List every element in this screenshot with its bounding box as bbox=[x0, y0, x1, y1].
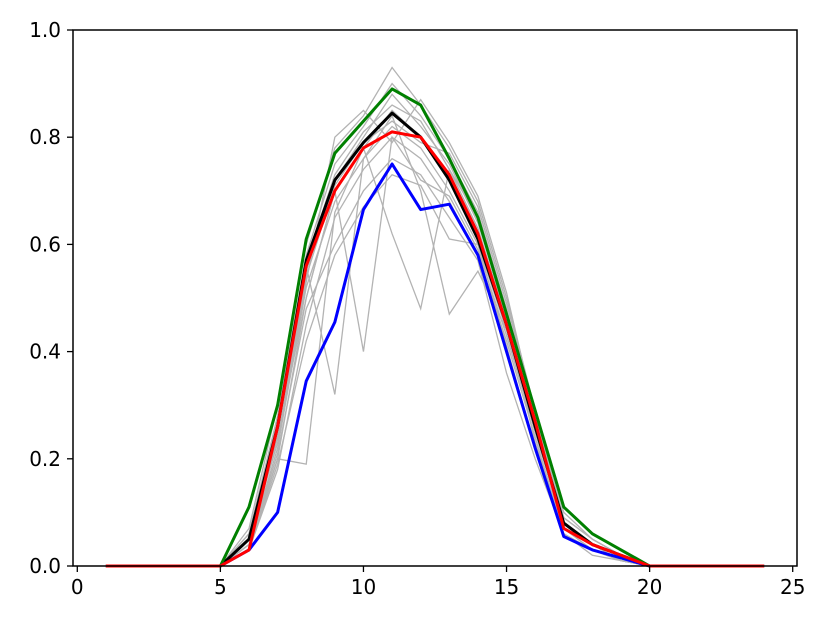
y-tick-label: 0.4 bbox=[29, 340, 61, 364]
background-series-line bbox=[105, 104, 765, 567]
plot-area-frame bbox=[72, 29, 798, 567]
background-series-group bbox=[105, 66, 765, 567]
background-series-line bbox=[105, 66, 765, 567]
y-tick-label: 0.6 bbox=[29, 232, 61, 256]
y-tick-label: 0.2 bbox=[29, 447, 61, 471]
background-series-line bbox=[105, 173, 765, 567]
y-tick-label: 0.8 bbox=[29, 125, 61, 149]
background-series-line bbox=[105, 93, 765, 567]
x-tick-label: 25 bbox=[780, 575, 805, 599]
background-series-line bbox=[105, 125, 765, 567]
x-tick-label: 10 bbox=[351, 575, 376, 599]
background-series-line bbox=[105, 136, 765, 567]
x-tick-label: 5 bbox=[214, 575, 227, 599]
background-series-line bbox=[105, 146, 765, 567]
x-tick-label: 15 bbox=[494, 575, 519, 599]
background-series-line bbox=[105, 109, 765, 567]
background-series-line bbox=[105, 114, 765, 567]
x-tick-label: 0 bbox=[71, 575, 84, 599]
x-axis: 0 5 10 15 20 25 bbox=[71, 566, 805, 599]
background-series-line bbox=[105, 135, 765, 567]
background-series-line bbox=[105, 157, 765, 567]
y-tick-label: 1.0 bbox=[29, 18, 61, 42]
y-axis: 0.0 0.2 0.4 0.6 0.8 1.0 bbox=[29, 18, 73, 578]
series-line bbox=[105, 162, 765, 568]
highlighted-series-group bbox=[105, 87, 765, 568]
x-tick-label: 20 bbox=[637, 575, 662, 599]
y-tick-label: 0.0 bbox=[29, 554, 61, 578]
